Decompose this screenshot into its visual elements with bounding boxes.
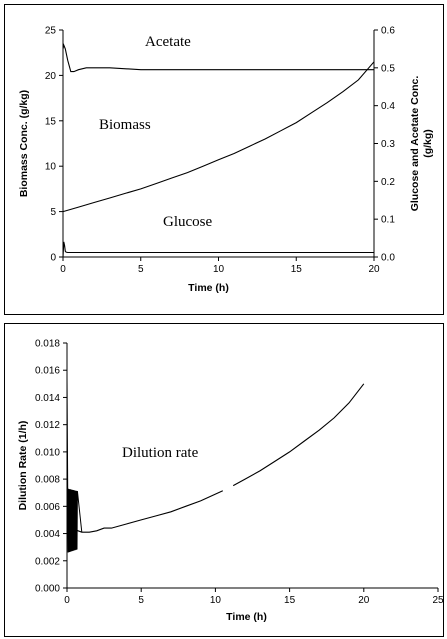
y-tick-label: 10 [45,162,57,173]
x-tick-label: 0 [60,264,66,275]
biomass-chart-panel: 0 5 10 15 20 0 5 10 15 20 25 0.0 0.1 0.2 0.3 0.4 0.5 0.6 T… [4,4,444,315]
y-tick-label: 0.012 [35,420,60,431]
y-axis-title: Dilution Rate (1/h) [17,421,29,511]
x-tick-label: 15 [284,595,296,606]
y-tick-label: 0.010 [35,447,60,458]
x-tick-label: 20 [358,595,370,606]
annotation-dilution-rate: Dilution rate [122,445,199,461]
x-tick-label: 5 [138,264,144,275]
y-right-tick-label: 0.6 [381,26,395,37]
y-right-axis-title-line1: Glucose and Acetate Conc. [409,76,421,212]
series-line-glucose [62,241,374,258]
y-right-tick-label: 0.3 [381,139,395,150]
y-right-tick-label: 0.2 [381,177,395,188]
series-line-dilution-rate-1 [66,490,224,533]
y-tick-label: 25 [45,26,57,37]
dilution-rate-chart: 0 5 10 15 20 25 0.000 0.002 0.004 0.006 0.008 0.010… [17,339,444,624]
annotation-glucose: Glucose [163,214,212,230]
y-tick-label: 0.014 [35,393,60,404]
x-tick-label: 5 [138,595,144,606]
y-tick-label: 5 [50,207,56,218]
x-tick-label: 15 [291,264,303,275]
x-tick-label: 0 [64,595,70,606]
annotation-acetate: Acetate [145,34,191,50]
x-tick-label: 20 [368,264,380,275]
y-right-tick-label: 0.1 [381,215,395,226]
y-axis-title: Biomass Conc. (g/kg) [18,90,30,197]
y-tick-label: 0.002 [35,556,60,567]
y-right-tick-label: 0.4 [381,101,395,112]
y-tick-label: 0.008 [35,475,60,486]
series-line-dilution-rate-2 [232,383,365,487]
x-tick-label: 10 [213,264,225,275]
y-tick-label: 0.000 [35,584,60,595]
y-tick-label: 20 [45,71,57,82]
y-right-tick-label: 0.0 [381,253,395,264]
x-axis-title: Time (h) [226,611,267,623]
y-tick-label: 0.004 [35,529,60,540]
series-line-acetate [62,43,374,73]
biomass-chart: 0 5 10 15 20 0 5 10 15 20 25 0.0 0.1 0.2 0.3 0.4 0.5 0.6 T… [18,26,434,295]
series-line-biomass [62,61,375,213]
y-tick-label: 0.006 [35,502,60,513]
y-tick-label: 15 [45,116,57,127]
x-tick-label: 25 [432,595,444,606]
annotation-biomass: Biomass [99,117,151,133]
x-axis-title: Time (h) [188,282,229,294]
y-right-tick-label: 0.5 [381,63,395,74]
dilution-rate-chart-panel: 0 5 10 15 20 25 0.000 0.002 0.004 0.006 0.008 0.010… [4,323,444,637]
y-tick-label: 0.016 [35,366,60,377]
x-tick-label: 10 [210,595,222,606]
series-oscillation-dilution-rate [66,376,83,553]
y-tick-label: 0.018 [35,339,60,350]
y-right-axis-title-line2: (g/kg) [422,129,434,158]
y-tick-label: 0 [50,253,56,264]
